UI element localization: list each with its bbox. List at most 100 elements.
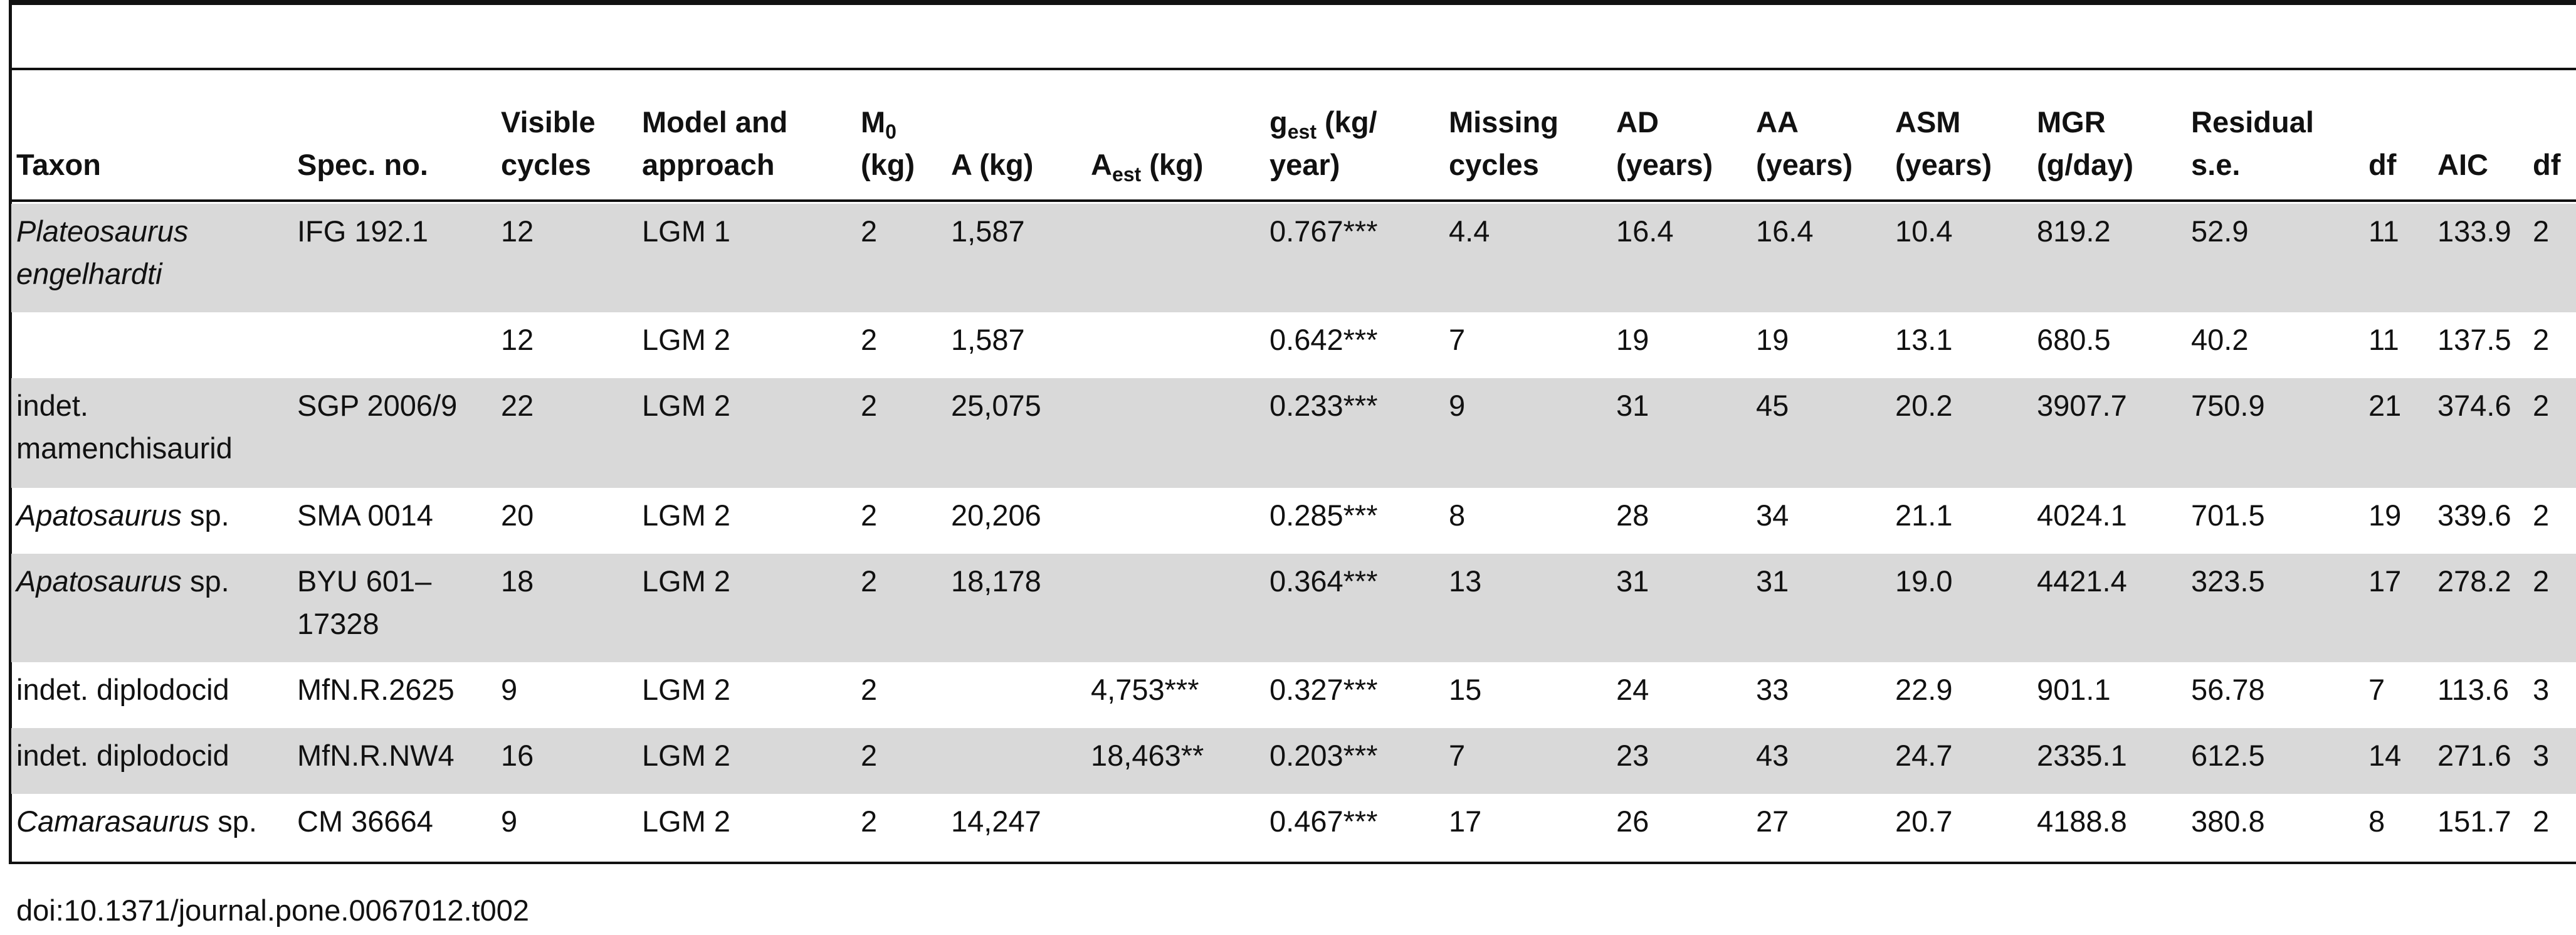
header-text: Model and — [642, 105, 788, 139]
table-cell: 0.767*** — [1270, 214, 1378, 248]
table-cell: 0.364*** — [1270, 564, 1378, 598]
header-line: cycles — [1449, 144, 1606, 186]
table-cell: 380.8 — [2191, 805, 2265, 838]
taxon-text: sp. — [181, 564, 229, 598]
table-cell: 20,206 — [951, 499, 1041, 532]
header-text: (g/day) — [2037, 148, 2134, 181]
table-cell: 113.6 — [2437, 673, 2510, 706]
table-cell: 4188.8 — [2037, 805, 2127, 838]
table-cell: Camarasaurus sp. — [16, 800, 286, 843]
header-line: Taxon — [16, 144, 286, 186]
header-cell: AD (years) — [1616, 101, 1748, 186]
header-cell: Taxon — [16, 144, 286, 186]
table-cell: 1,587 — [951, 323, 1025, 356]
table-cell: 0.285*** — [1270, 499, 1378, 532]
bottom-rule — [11, 862, 2576, 864]
header-text: s.e. — [2191, 148, 2241, 181]
taxon-text: sp. — [209, 805, 257, 838]
table-cell: 19 — [1756, 323, 1789, 356]
table-cell: 133.9 — [2437, 214, 2511, 248]
table-cell: 14 — [2368, 739, 2402, 772]
table-cell: 0.642*** — [1270, 323, 1378, 356]
table-cell: 14,247 — [951, 805, 1041, 838]
taxon-text: indet. diplodocid — [16, 739, 229, 772]
table-cell: indet. diplodocid — [16, 734, 286, 777]
table-cell: 52.9 — [2191, 214, 2249, 248]
header-line: approach — [642, 144, 849, 186]
table-cell: 19 — [2368, 499, 2402, 532]
table-cell: 16.4 — [1616, 214, 1674, 248]
doi: doi:10.1371/journal.pone.0067012.t002 — [16, 894, 530, 927]
header-line: A (kg) — [951, 144, 1083, 186]
header-cell: gest (kg/year) — [1270, 101, 1439, 186]
table-cell: 7 — [1449, 739, 1466, 772]
table-cell: BYU 601–17328 — [297, 564, 432, 640]
table-cell: 45 — [1756, 389, 1789, 422]
table-cell: CM 36664 — [297, 805, 433, 838]
table-cell: LGM 2 — [642, 805, 731, 838]
header-text: (years) — [1895, 148, 1992, 181]
table-cell: 0.327*** — [1270, 673, 1378, 706]
header-cell: Visible cycles — [501, 101, 633, 186]
table-cell: LGM 2 — [642, 389, 731, 422]
table-cell: 18,463** — [1091, 739, 1204, 772]
table-cell: 28 — [1616, 499, 1649, 532]
table-cell: 339.6 — [2437, 499, 2511, 532]
taxon-genus: Camarasaurus — [16, 805, 210, 838]
header-text: Missing — [1449, 105, 1559, 139]
table-cell: Apatosaurus sp. — [16, 494, 286, 537]
taxon-genus: Apatosaurus — [16, 564, 182, 598]
table-cell: 40.2 — [2191, 323, 2249, 356]
table-cell: 20 — [501, 499, 534, 532]
table-cell: 901.1 — [2037, 673, 2111, 706]
table-cell: 20.7 — [1895, 805, 1953, 838]
header-top-rule — [11, 68, 2576, 70]
table-cell: 2 — [861, 673, 878, 706]
table-cell: Plateosaurus engelhardti — [16, 210, 286, 295]
taxon-genus: Apatosaurus — [16, 499, 182, 532]
table-cell: LGM 2 — [642, 499, 731, 532]
header-line: Missing — [1449, 101, 1606, 144]
header-text: ASM — [1895, 105, 1961, 139]
header-text: (years) — [1756, 148, 1853, 181]
table-cell: 26 — [1616, 805, 1649, 838]
table-cell: 10.4 — [1895, 214, 1953, 248]
header-cell: AIC — [2437, 144, 2525, 186]
table-cell: 2 — [861, 323, 878, 356]
table-cell: 278.2 — [2437, 564, 2511, 598]
table-cell: 9 — [1449, 389, 1466, 422]
header-text: AIC — [2437, 148, 2488, 181]
table-cell: 9 — [501, 673, 518, 706]
header-text: Residual — [2191, 105, 2314, 139]
header-cell: MGR (g/day) — [2037, 101, 2181, 186]
header-text: df — [2368, 148, 2397, 181]
header-line: gest (kg/ — [1270, 101, 1439, 144]
header-bottom-rule — [11, 199, 2576, 202]
table-cell: SMA 0014 — [297, 499, 433, 532]
header-text: cycles — [501, 148, 591, 181]
header-text: (years) — [1616, 148, 1713, 181]
table-cell: 16 — [501, 739, 534, 772]
header-line: (years) — [1895, 144, 2027, 186]
table-cell: Apatosaurus sp. — [16, 560, 286, 603]
header-line: M0 — [861, 101, 949, 144]
table-cell: 16.4 — [1756, 214, 1814, 248]
table-cell: 4024.1 — [2037, 499, 2127, 532]
table-cell: 56.78 — [2191, 673, 2265, 706]
table-cell: 2 — [861, 739, 878, 772]
header-line: Spec. no. — [297, 144, 492, 186]
table-cell: 21.1 — [1895, 499, 1953, 532]
header-text: Taxon — [16, 148, 101, 181]
table-cell: 18 — [501, 564, 534, 598]
table-cell: 20.2 — [1895, 389, 1953, 422]
header-line: Aest (kg) — [1091, 144, 1260, 186]
table-cell: 4,753*** — [1091, 673, 1199, 706]
table-cell: 27 — [1756, 805, 1789, 838]
table-cell: 17 — [2368, 564, 2402, 598]
table-cell: 701.5 — [2191, 499, 2265, 532]
table-cell: 151.7 — [2437, 805, 2511, 838]
table-cell: 2335.1 — [2037, 739, 2127, 772]
header-line: Residual — [2191, 101, 2360, 144]
header-line: AD — [1616, 101, 1748, 144]
table-cell: SGP 2006/9 — [297, 389, 458, 422]
